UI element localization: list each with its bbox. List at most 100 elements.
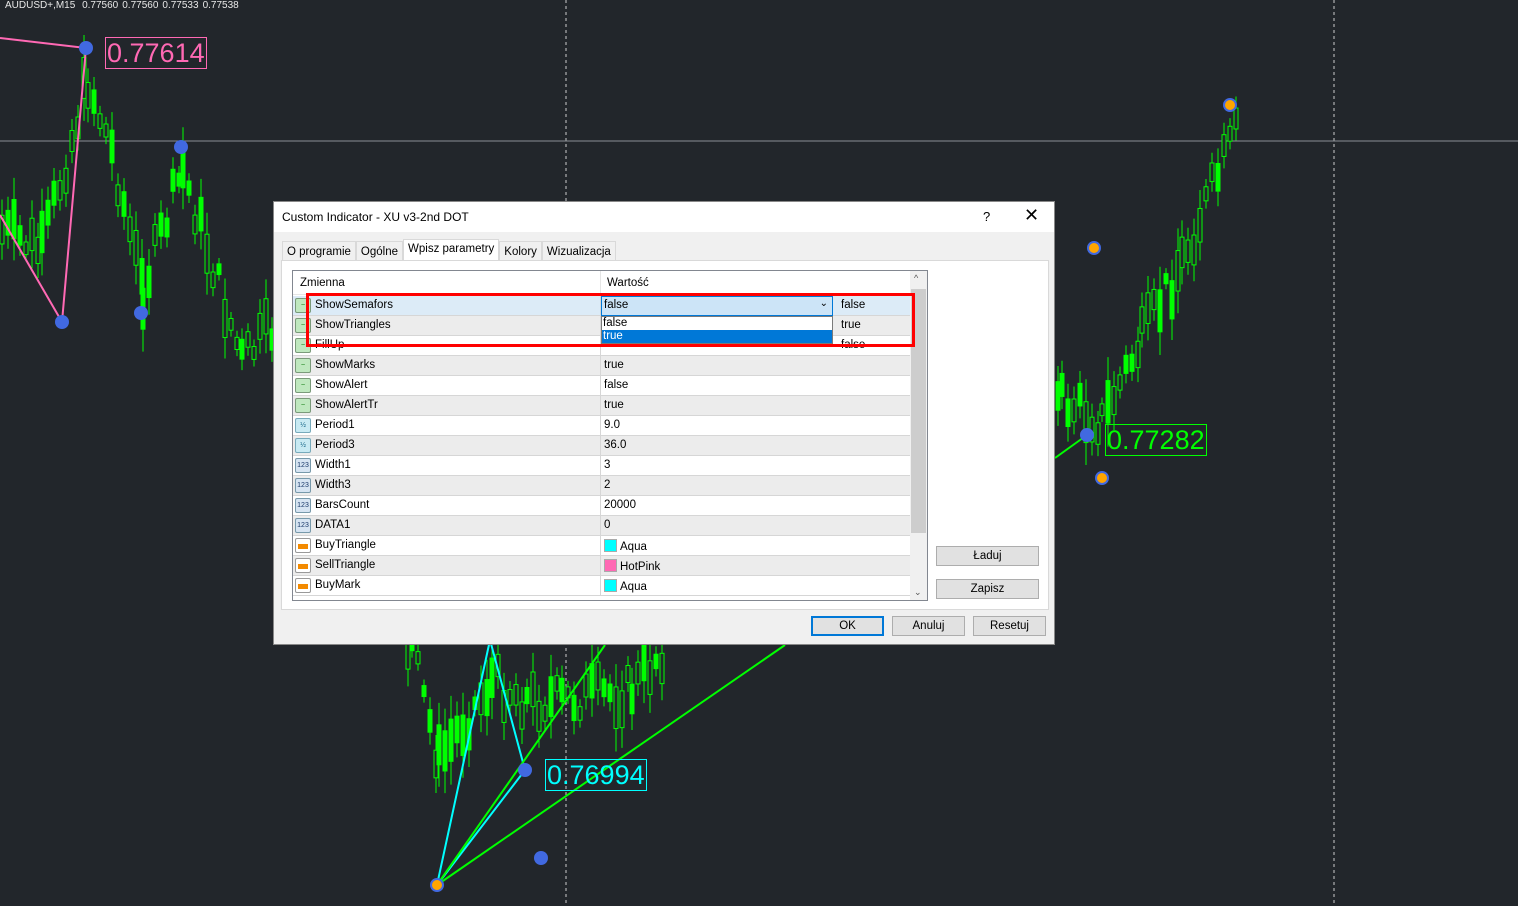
value-combobox[interactable]: false ⌄ [601,296,833,316]
tab-colors[interactable]: Kolory [499,241,542,262]
semafor-dot [534,851,548,865]
candle-body [1055,381,1061,411]
option-true[interactable]: true [602,330,832,343]
close-icon[interactable]: ✕ [1024,205,1040,225]
scroll-down-icon[interactable]: ⌄ [914,587,922,597]
candle-body [442,730,448,772]
scroll-up-icon[interactable]: ^ [914,273,919,283]
price-label-green: 0.77282 [1105,424,1207,456]
color-swatch [604,559,617,572]
tab-general[interactable]: Ogólne [355,241,404,262]
signal-dot [430,878,444,892]
scroll-thumb[interactable] [911,289,926,533]
candle-body [653,653,659,670]
candle-body [198,196,204,232]
save-button[interactable]: Zapisz [936,579,1039,599]
candle-body [204,233,210,274]
tab-inputs[interactable]: Wpisz parametry [403,239,500,262]
candle-body [29,217,35,252]
parameter-value[interactable]: 36.0 [604,439,627,451]
candle-body [176,172,182,187]
tab-visualization[interactable]: Wizualizacja [541,241,616,262]
candle-body [63,167,69,194]
semafor-dot [134,306,148,320]
table-row[interactable]: ½ Period1 9.0 [293,416,910,436]
candle-body [583,673,589,698]
parameter-name: SellTriangle [315,559,376,571]
parameter-value[interactable]: 3 [604,459,611,471]
double-icon: ½ [295,418,311,433]
boolean-icon: ~ [295,378,311,393]
parameter-value[interactable]: true [604,399,624,411]
chevron-down-icon[interactable]: ⌄ [819,298,828,309]
table-row[interactable]: 123 DATA1 0 [293,516,910,536]
parameter-value[interactable]: 0 [604,519,611,531]
parameter-name: ShowAlert [315,379,368,391]
parameter-value[interactable]: 9.0 [604,419,620,431]
candle-body [234,336,240,350]
parameter-name: ShowSemafors [315,299,393,311]
table-row[interactable]: 123 Width3 2 [293,476,910,496]
load-button[interactable]: Ładuj [936,546,1039,566]
color-swatch [604,539,617,552]
combo-value: false [604,299,629,311]
parameter-name: ShowMarks [315,359,376,371]
parameter-value[interactable]: false [841,299,866,311]
table-row[interactable]: ½ Period3 36.0 [293,436,910,456]
table-row[interactable]: ~ ShowAlert false [293,376,910,396]
table-row[interactable]: 123 BarsCount 20000 [293,496,910,516]
candle-body [415,651,421,665]
semafor-dot [174,140,188,154]
candle-body [23,241,29,256]
parameter-value[interactable]: 20000 [604,499,636,511]
parameter-value[interactable]: true [841,319,861,331]
candle-body [133,229,139,266]
tab-about[interactable]: O programie [282,241,356,262]
candle-body [222,298,228,339]
table-row[interactable]: BuyTriangle Aqua [293,536,910,556]
ok-button[interactable]: OK [811,616,884,636]
parameter-value[interactable]: Aqua [604,539,647,553]
candle-body [1203,186,1209,202]
trend-line [436,644,786,886]
parameter-value[interactable]: 2 [604,479,611,491]
reset-button[interactable]: Resetuj [973,616,1046,636]
cancel-button[interactable]: Anuluj [892,616,965,636]
symbol: AUDUSD+,M15 [5,0,76,11]
candle-body [647,660,653,695]
table-row[interactable]: BuyMark Aqua [293,576,910,596]
ohlc-low: 0.77533 [162,0,199,11]
candle-body [186,180,192,196]
candle-body [1221,134,1227,157]
candle-body [17,225,23,246]
help-button[interactable]: ? [983,209,991,224]
candle-body [436,724,442,766]
table-row[interactable]: SellTriangle HotPink [293,556,910,576]
parameter-value[interactable]: false [604,379,629,391]
candle-body [1145,292,1151,324]
candle-body [1077,382,1083,407]
candle-body [619,690,625,729]
table-row[interactable]: ~ ShowAlertTr true [293,396,910,416]
parameter-value[interactable]: Aqua [604,579,647,593]
table-row[interactable]: 123 Width1 3 [293,456,910,476]
candle-body [577,706,583,721]
vertical-scrollbar[interactable]: ^ ⌄ [910,271,927,600]
candle-body [548,676,554,718]
ohlc-close: 0.77538 [202,0,239,11]
candle-body [158,212,164,237]
table-row[interactable]: ~ ShowMarks true [293,356,910,376]
parameter-value[interactable]: HotPink [604,559,660,573]
candle-body [489,657,495,698]
ohlc-open: 0.77560 [82,0,119,11]
parameter-value[interactable]: true [604,359,624,371]
candle-body [152,224,158,246]
parameter-name: ShowTriangles [315,319,391,331]
candle-body [45,199,51,226]
title-bar[interactable]: Custom Indicator - XU v3-2nd DOT ? ✕ [274,202,1054,232]
parameter-name: Period1 [315,419,355,431]
option-false[interactable]: false [603,317,628,329]
boolean-icon: ~ [295,398,311,413]
semafor-dot [79,41,93,55]
